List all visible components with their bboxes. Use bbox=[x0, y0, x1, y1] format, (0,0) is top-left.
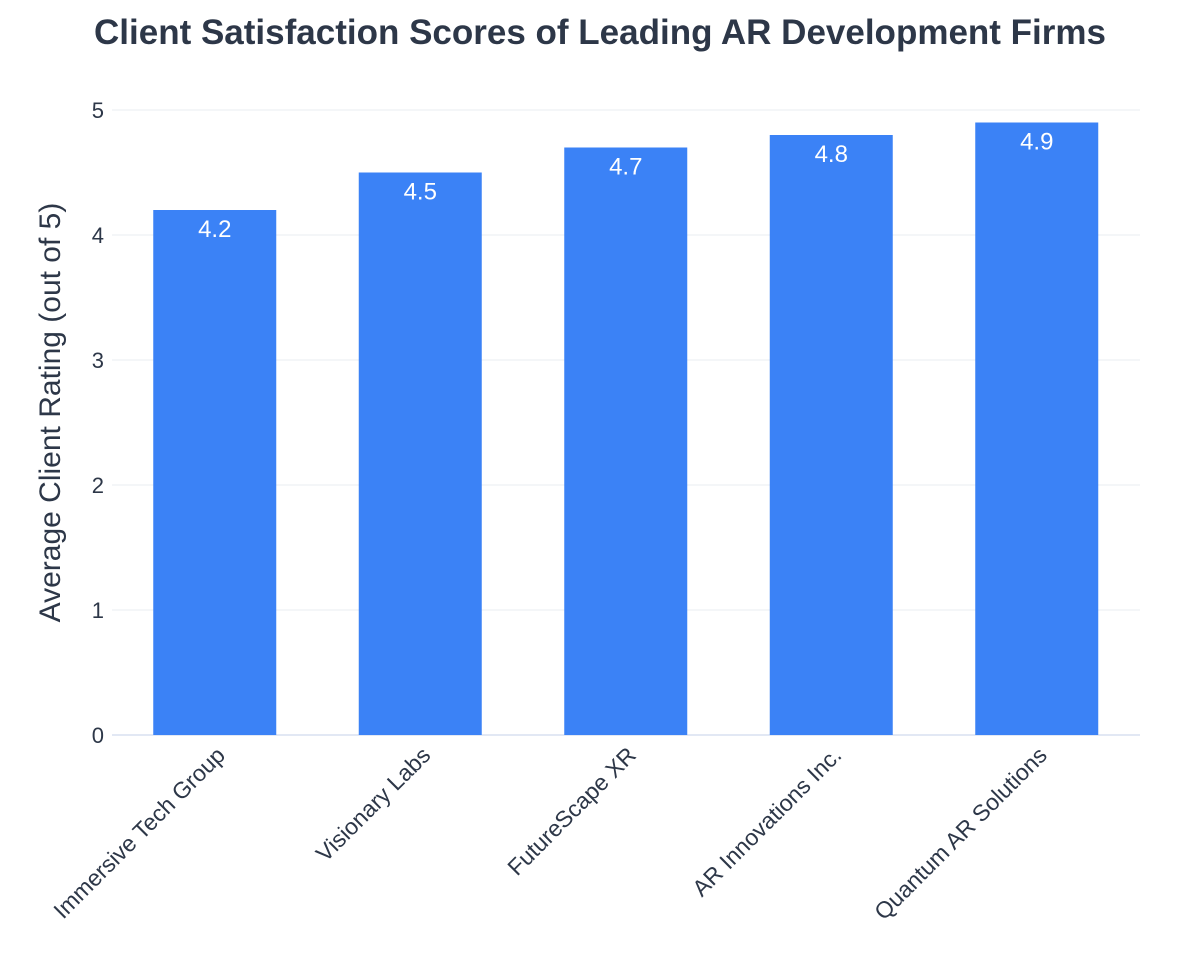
y-tick-label: 5 bbox=[92, 98, 104, 123]
y-tick-label: 1 bbox=[92, 598, 104, 623]
bar bbox=[358, 172, 482, 735]
bar-data-label: 4.5 bbox=[404, 179, 437, 206]
x-category-label: Visionary Labs bbox=[311, 742, 436, 867]
x-category-label: Immersive Tech Group bbox=[48, 742, 230, 924]
bar-data-label: 4.7 bbox=[609, 154, 642, 181]
y-axis-ticks: 0 1 2 3 4 5 bbox=[92, 98, 104, 748]
y-tick-label: 4 bbox=[92, 223, 104, 248]
bar bbox=[564, 147, 688, 735]
bar bbox=[153, 210, 277, 735]
y-axis-label: Average Client Rating (out of 5) bbox=[34, 203, 67, 623]
bar-data-label: 4.2 bbox=[198, 216, 231, 243]
y-tick-label: 2 bbox=[92, 473, 104, 498]
y-tick-label: 3 bbox=[92, 348, 104, 373]
bar-data-label: 4.8 bbox=[815, 141, 848, 168]
x-category-label: Quantum AR Solutions bbox=[869, 742, 1052, 925]
x-axis-categories: Immersive Tech Group Visionary Labs Future… bbox=[48, 742, 1052, 925]
x-category-label: AR Innovations Inc. bbox=[687, 742, 846, 901]
bars: 4.2 4.5 4.7 4.8 4.9 bbox=[153, 122, 1099, 735]
bar bbox=[769, 135, 893, 735]
bar-data-label: 4.9 bbox=[1020, 129, 1053, 156]
chart-title: Client Satisfaction Scores of Leading AR… bbox=[94, 13, 1106, 52]
x-category-label: FutureScape XR bbox=[502, 742, 641, 881]
bar bbox=[975, 122, 1099, 735]
y-tick-label: 0 bbox=[92, 723, 104, 748]
